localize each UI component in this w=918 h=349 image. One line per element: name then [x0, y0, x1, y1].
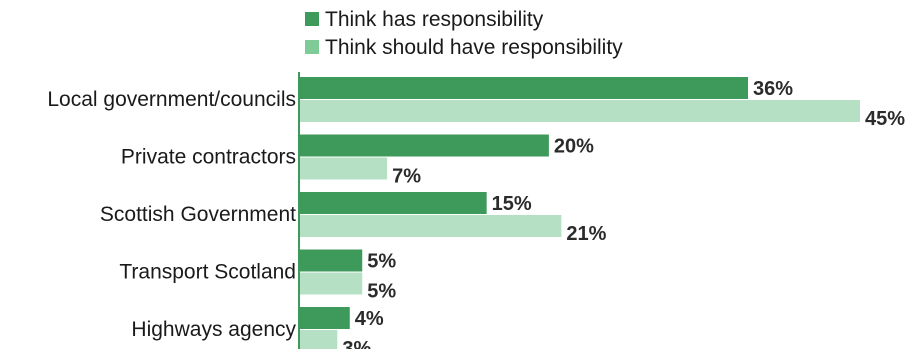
legend-label-should-have-responsibility: Think should have responsibility — [325, 36, 623, 59]
bar-transport-scotland-series-1 — [300, 272, 363, 295]
value-label-highways-agency-series-0: 4% — [355, 308, 384, 330]
bars — [300, 77, 860, 349]
value-label-scottish-government-series-0: 15% — [492, 193, 532, 215]
legend-label-has-responsibility: Think has responsibility — [325, 8, 544, 31]
value-label-local-government-councils-series-1: 45% — [865, 108, 905, 130]
legend-swatch-should-have-responsibility — [305, 40, 319, 54]
bar-scottish-government-series-0 — [300, 192, 487, 214]
category-label-private-contractors: Private contractors — [121, 146, 296, 169]
value-labels: 36% 45% 20% 7% 15% 21% 5% 5% 4% 3% — [342, 78, 905, 349]
bar-private-contractors-series-0 — [300, 134, 549, 157]
category-label-scottish-government: Scottish Government — [100, 203, 296, 226]
value-label-private-contractors-series-1: 7% — [392, 166, 421, 188]
bar-highways-agency-series-1 — [300, 330, 338, 349]
value-label-transport-scotland-series-0: 5% — [367, 251, 396, 273]
category-label-highways-agency: Highways agency — [131, 318, 296, 341]
bar-local-government-councils-series-1 — [300, 100, 860, 122]
value-label-private-contractors-series-0: 20% — [554, 136, 594, 158]
category-label-transport-scotland: Transport Scotland — [119, 261, 296, 284]
category-label-local-government-councils: Local government/councils — [47, 88, 296, 111]
bar-transport-scotland-series-0 — [300, 249, 363, 272]
bar-highways-agency-series-0 — [300, 307, 350, 329]
value-label-scottish-government-series-1: 21% — [566, 223, 606, 245]
value-label-highways-agency-series-1: 3% — [342, 338, 371, 349]
bar-local-government-councils-series-0 — [300, 77, 748, 99]
value-label-transport-scotland-series-1: 5% — [367, 281, 396, 303]
legend: Think has responsibility Think should ha… — [305, 8, 623, 59]
value-label-local-government-councils-series-0: 36% — [753, 78, 793, 100]
legend-swatch-has-responsibility — [305, 12, 319, 26]
category-labels: Local government/councils Private contrac… — [47, 88, 296, 341]
bar-private-contractors-series-1 — [300, 157, 388, 180]
bar-scottish-government-series-1 — [300, 215, 562, 237]
